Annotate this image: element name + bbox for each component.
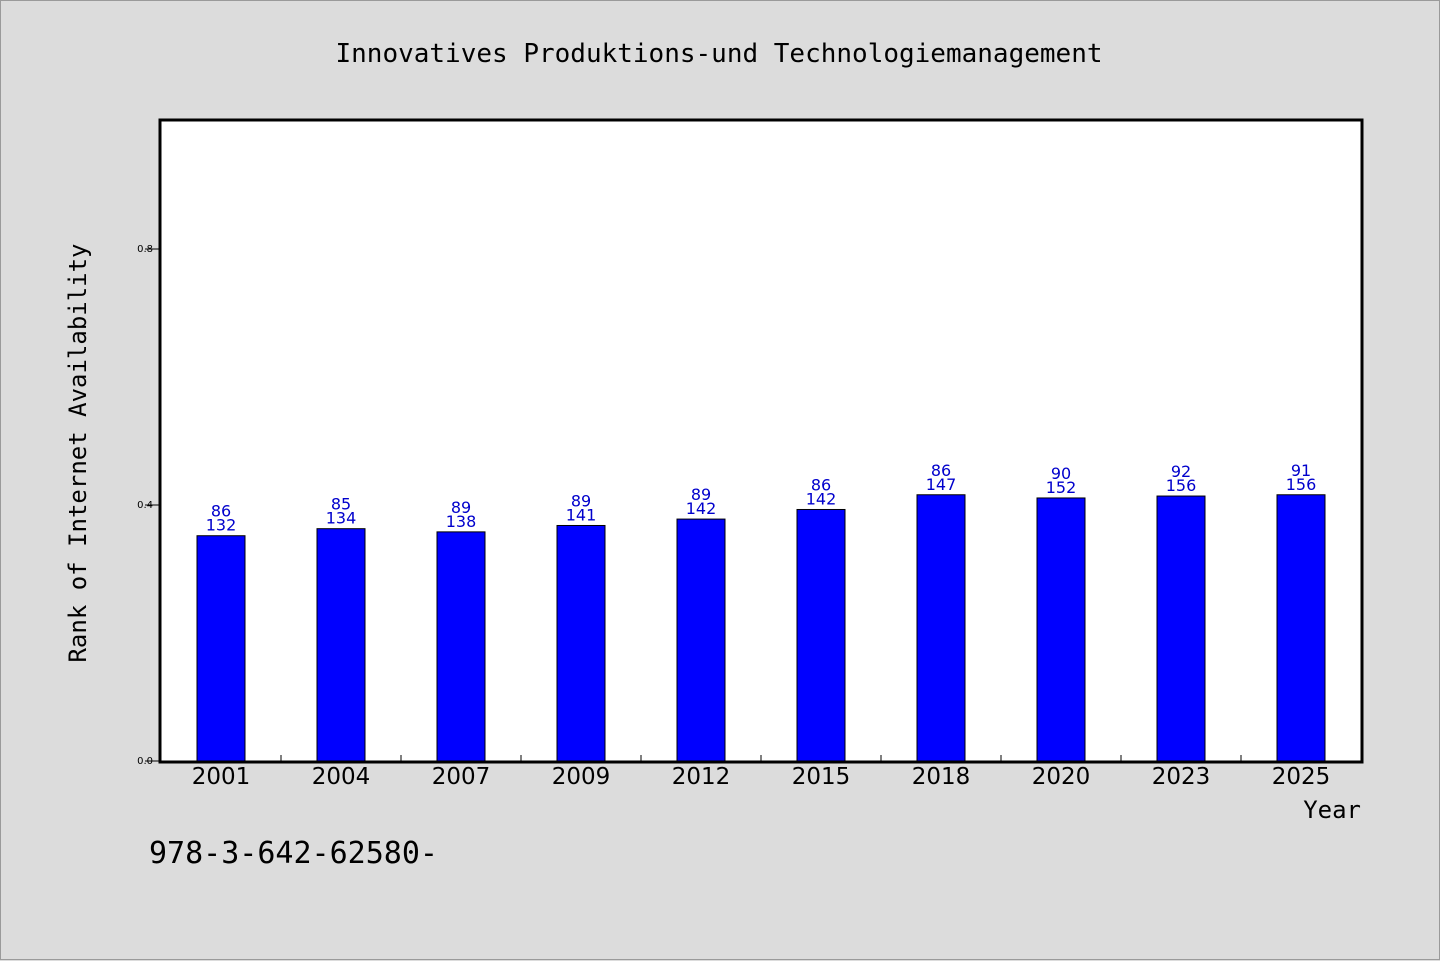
- y-axis: 0.0 0.4 0.8: [137, 244, 159, 767]
- data-label-bottom-2012: 142: [686, 499, 717, 518]
- data-label-top-2004: 85: [331, 495, 351, 514]
- data-label-top-2009: 89: [571, 491, 591, 510]
- y-tick-label-2: 0.8: [137, 244, 153, 255]
- data-label-top-2023: 92: [1171, 462, 1191, 481]
- bar-2018: [916, 494, 966, 762]
- data-label-bottom-2007: 138: [446, 512, 477, 531]
- x-tick-label-2007: 2007: [432, 764, 491, 790]
- x-tick-label-2015: 2015: [792, 764, 851, 790]
- y-tick-label-0: 0.0: [137, 756, 153, 767]
- bar-2001: [196, 535, 246, 762]
- bar-2020: [1036, 497, 1086, 762]
- data-label-top-2007: 89: [451, 498, 471, 517]
- bars-layer: [196, 494, 1326, 762]
- y-axis-label: Rank of Internet Availability: [64, 243, 92, 662]
- bar-2023: [1156, 495, 1206, 762]
- data-label-bottom-2018: 147: [926, 475, 957, 494]
- x-tick-label-2020: 2020: [1032, 764, 1091, 790]
- bar-2007: [436, 531, 486, 762]
- data-label-bottom-2001: 132: [206, 516, 237, 535]
- data-label-top-2020: 90: [1051, 464, 1071, 483]
- plot-border: [158, 118, 1364, 764]
- bar-2012: [676, 518, 726, 762]
- x-tick-label-2001: 2001: [192, 764, 251, 790]
- data-label-bottom-2025: 156: [1286, 475, 1317, 494]
- bar-2009: [556, 524, 606, 762]
- x-axis-label: Year: [1303, 796, 1361, 824]
- x-tick-label-2012: 2012: [672, 764, 731, 790]
- chart-title: Innovatives Produktions-und Technologiem…: [335, 39, 1102, 69]
- data-label-bottom-2009: 141: [566, 505, 597, 524]
- data-label-bottom-2004: 134: [326, 509, 357, 528]
- data-label-top-2018: 86: [931, 461, 951, 480]
- bar-2004: [316, 528, 366, 762]
- x-tick-label-2023: 2023: [1152, 764, 1211, 790]
- x-tick-label-2018: 2018: [912, 764, 971, 790]
- bar-2015: [796, 508, 846, 762]
- data-label-top-2025: 91: [1291, 461, 1311, 480]
- data-label-bottom-2023: 156: [1166, 476, 1197, 495]
- data-label-bottom-2020: 152: [1046, 478, 1077, 497]
- data-labels-layer: 8613285134891388914189142861428614790152…: [206, 461, 1317, 535]
- x-tick-label-2004: 2004: [312, 764, 371, 790]
- footnote-isbn: 978-3-642-62580-: [149, 836, 438, 871]
- bar-2025: [1276, 494, 1326, 762]
- x-axis: 2001 2004 2007 2009 2012 2015 2018 2020 2023 2025: [192, 755, 1331, 790]
- y-tick-label-1: 0.4: [137, 500, 153, 511]
- data-label-top-2012: 89: [691, 485, 711, 504]
- data-label-top-2015: 86: [811, 475, 831, 494]
- data-label-top-2001: 86: [211, 502, 231, 521]
- data-label-bottom-2015: 142: [806, 489, 837, 508]
- x-tick-label-2025: 2025: [1272, 764, 1331, 790]
- x-tick-label-2009: 2009: [552, 764, 611, 790]
